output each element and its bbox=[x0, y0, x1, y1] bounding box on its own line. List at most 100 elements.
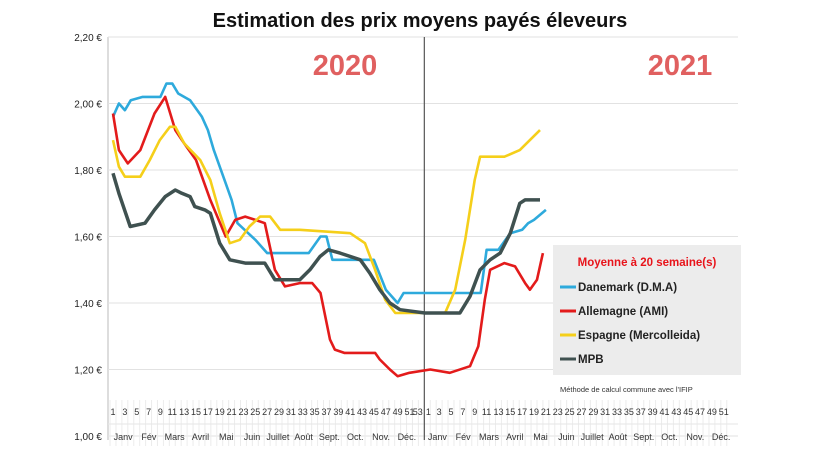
month-label: Oct. bbox=[661, 432, 678, 442]
x-tick-label: 21 bbox=[227, 407, 237, 417]
month-label: Mars bbox=[165, 432, 185, 442]
month-label: Mai bbox=[533, 432, 548, 442]
month-label: Nov. bbox=[686, 432, 704, 442]
legend: Moyenne à 20 semaine(s) Danemark (D.M.A)… bbox=[553, 245, 741, 375]
x-tick-label: 45 bbox=[369, 407, 379, 417]
y-tick-label: 2,00 € bbox=[74, 100, 102, 111]
legend-label: Espagne (Mercolleida) bbox=[578, 330, 700, 342]
month-label: Avril bbox=[506, 432, 523, 442]
month-label: Juin bbox=[244, 432, 261, 442]
y-tick-label: 1,80 € bbox=[74, 166, 102, 177]
x-tick-label: 41 bbox=[659, 407, 669, 417]
x-tick-label: 43 bbox=[357, 407, 367, 417]
x-tick-label: 9 bbox=[158, 407, 163, 417]
x-tick-label: 23 bbox=[553, 407, 563, 417]
series-line-danemark bbox=[111, 82, 547, 305]
x-tick-label: 31 bbox=[600, 407, 610, 417]
x-tick-label: 19 bbox=[215, 407, 225, 417]
x-tick-label: 11 bbox=[482, 407, 491, 417]
x-tick-label: 47 bbox=[381, 407, 391, 417]
x-tick-label: 51 bbox=[404, 407, 414, 417]
x-tick-label: 51 bbox=[719, 407, 729, 417]
x-tick-label: 1 bbox=[110, 407, 115, 417]
series-line-mpb bbox=[111, 172, 540, 315]
x-tick-label: 13 bbox=[493, 407, 503, 417]
month-label: Oct. bbox=[347, 432, 364, 442]
x-tick-label: 25 bbox=[250, 407, 260, 417]
y-tick-label: 1,20 € bbox=[74, 366, 102, 377]
x-tick-label: 23 bbox=[238, 407, 248, 417]
x-tick-label: 7 bbox=[146, 407, 151, 417]
year-label-2021: 2021 bbox=[648, 50, 713, 82]
x-tick-label: 27 bbox=[262, 407, 272, 417]
month-label: Sept. bbox=[633, 432, 654, 442]
month-label: Sept. bbox=[319, 432, 340, 442]
x-tick-label: 17 bbox=[517, 407, 527, 417]
x-tick-label: 31 bbox=[286, 407, 296, 417]
x-tick-label: 29 bbox=[274, 407, 284, 417]
x-tick-label: 13 bbox=[179, 407, 189, 417]
y-tick-label: 1,00 € bbox=[74, 432, 102, 443]
month-label: Juillet bbox=[266, 432, 290, 442]
month-label: Août bbox=[609, 432, 628, 442]
month-label: Mars bbox=[479, 432, 499, 442]
month-label: Déc. bbox=[712, 432, 731, 442]
month-label: Août bbox=[294, 432, 313, 442]
x-tick-label: 37 bbox=[636, 407, 646, 417]
series-line-espagne bbox=[111, 125, 541, 315]
x-tick-label: 3 bbox=[437, 407, 442, 417]
x-tick-label: 21 bbox=[541, 407, 551, 417]
x-tick-label: 29 bbox=[588, 407, 598, 417]
legend-label: Allemagne (AMI) bbox=[578, 306, 668, 318]
month-label: Nov. bbox=[372, 432, 390, 442]
x-tick-label: 33 bbox=[298, 407, 308, 417]
legend-box bbox=[553, 245, 741, 375]
legend-title: Moyenne à 20 semaine(s) bbox=[578, 257, 717, 269]
x-tick-label: 5 bbox=[449, 407, 454, 417]
month-label: Janv bbox=[428, 432, 448, 442]
x-tick-label: 43 bbox=[671, 407, 681, 417]
legend-label: Danemark (D.M.A) bbox=[578, 282, 677, 294]
x-tick-label: 3 bbox=[122, 407, 127, 417]
month-label: Déc. bbox=[398, 432, 417, 442]
month-label: Janv bbox=[114, 432, 134, 442]
x-tick-label: 25 bbox=[565, 407, 575, 417]
x-tick-label: 17 bbox=[203, 407, 213, 417]
month-label: Mai bbox=[219, 432, 234, 442]
x-tick-label: 7 bbox=[460, 407, 465, 417]
x-tick-label: 49 bbox=[393, 407, 403, 417]
legend-label: MPB bbox=[578, 354, 604, 366]
x-tick-label: 9 bbox=[472, 407, 477, 417]
x-tick-label: 53 bbox=[413, 407, 423, 417]
y-axis-ticks: 1,00 € 1,20 € 1,40 € 1,60 € 1,80 € 2,00 € 2,20… bbox=[74, 33, 102, 443]
x-tick-label: 39 bbox=[648, 407, 658, 417]
month-label: Avril bbox=[192, 432, 209, 442]
series-lines bbox=[111, 82, 547, 378]
chart-title: Estimation des prix moyens payés éleveur… bbox=[213, 10, 628, 32]
gridlines bbox=[107, 36, 738, 446]
x-tick-label: 35 bbox=[310, 407, 320, 417]
y-tick-label: 1,60 € bbox=[74, 233, 102, 244]
x-tick-label: 47 bbox=[695, 407, 705, 417]
x-tick-label: 41 bbox=[345, 407, 355, 417]
x-tick-label: 15 bbox=[191, 407, 201, 417]
x-tick-label: 39 bbox=[333, 407, 343, 417]
x-tick-label: 11 bbox=[168, 407, 177, 417]
x-tick-label: 1 bbox=[426, 407, 431, 417]
x-tick-label: 37 bbox=[321, 407, 331, 417]
method-note: Méthode de calcul commune avec l'IFIP bbox=[560, 385, 693, 394]
x-tick-label: 27 bbox=[576, 407, 586, 417]
month-label: Juillet bbox=[581, 432, 605, 442]
year-label-2020: 2020 bbox=[313, 50, 378, 82]
x-axis-ticks: 1 3 5 7 9 11 13 15 17 19 21 23 25 27 29 31 33 35 37 39 41 43 4… bbox=[110, 407, 730, 442]
x-tick-label: 35 bbox=[624, 407, 634, 417]
x-tick-label: 15 bbox=[505, 407, 515, 417]
x-tick-label: 49 bbox=[707, 407, 717, 417]
x-tick-label: 19 bbox=[529, 407, 539, 417]
x-tick-label: 33 bbox=[612, 407, 622, 417]
y-tick-label: 1,40 € bbox=[74, 299, 102, 310]
x-tick-label: 5 bbox=[134, 407, 139, 417]
x-tick-label: 45 bbox=[683, 407, 693, 417]
